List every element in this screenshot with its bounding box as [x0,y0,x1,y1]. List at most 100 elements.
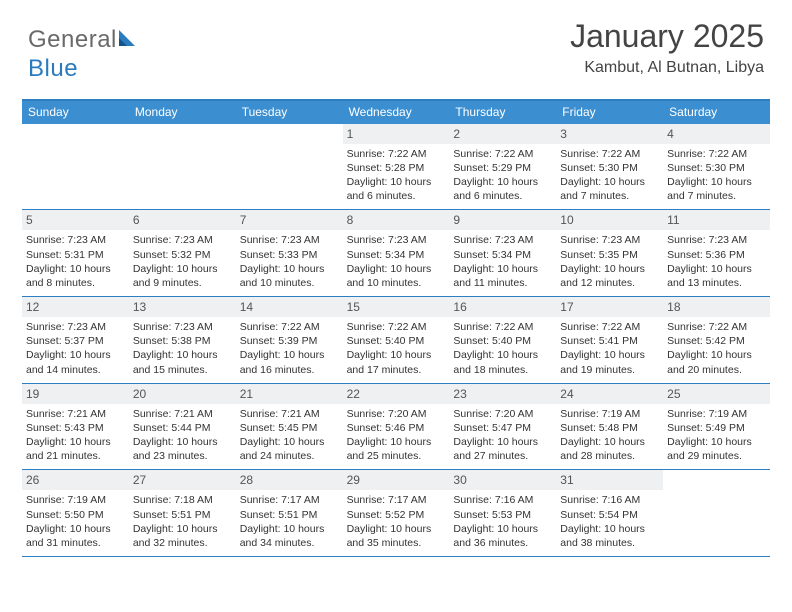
daylight-line: Daylight: 10 hours and 21 minutes. [26,435,125,463]
daylight-line: Daylight: 10 hours and 8 minutes. [26,262,125,290]
daylight-line: Daylight: 10 hours and 10 minutes. [240,262,339,290]
day-info: Sunrise: 7:22 AMSunset: 5:28 PMDaylight:… [347,147,446,204]
day-number: 19 [22,384,129,404]
daylight-line: Daylight: 10 hours and 20 minutes. [667,348,766,376]
sunrise-line: Sunrise: 7:22 AM [453,147,552,161]
sunrise-line: Sunrise: 7:17 AM [347,493,446,507]
sunrise-line: Sunrise: 7:21 AM [26,407,125,421]
day-number: 26 [22,470,129,490]
sunset-line: Sunset: 5:40 PM [347,334,446,348]
daylight-line: Daylight: 10 hours and 28 minutes. [560,435,659,463]
daylight-line: Daylight: 10 hours and 35 minutes. [347,522,446,550]
day-number: 4 [663,124,770,144]
header: GeneralBlue January 2025 Kambut, Al Butn… [0,0,792,91]
daylight-line: Daylight: 10 hours and 11 minutes. [453,262,552,290]
day-cell: 30Sunrise: 7:16 AMSunset: 5:53 PMDayligh… [449,470,556,556]
week-row: 1 Sunrise: 7:22 AMSunset: 5:28 PMDaylight… [22,124,770,211]
location: Kambut, Al Butnan, Libya [570,59,764,77]
daylight-line: Daylight: 10 hours and 38 minutes. [560,522,659,550]
day-cell: 4Sunrise: 7:22 AMSunset: 5:30 PMDaylight… [663,124,770,210]
day-info: Sunrise: 7:16 AMSunset: 5:53 PMDaylight:… [453,493,552,550]
day-cell: 27Sunrise: 7:18 AMSunset: 5:51 PMDayligh… [129,470,236,556]
daylight-line: Daylight: 10 hours and 14 minutes. [26,348,125,376]
day-number: 21 [236,384,343,404]
sunrise-line: Sunrise: 7:23 AM [133,320,232,334]
sunset-line: Sunset: 5:34 PM [347,248,446,262]
sunset-line: Sunset: 5:40 PM [453,334,552,348]
sunrise-line: Sunrise: 7:22 AM [347,320,446,334]
sunset-line: Sunset: 5:32 PM [133,248,232,262]
day-cell [236,124,343,210]
day-info: Sunrise: 7:22 AMSunset: 5:30 PMDaylight:… [560,147,659,204]
sunrise-line: Sunrise: 7:23 AM [133,233,232,247]
brand-word-1: General [28,26,117,53]
day-info: Sunrise: 7:22 AMSunset: 5:40 PMDaylight:… [453,320,552,377]
sunset-line: Sunset: 5:29 PM [453,161,552,175]
sunset-line: Sunset: 5:38 PM [133,334,232,348]
day-number: 22 [343,384,450,404]
sunset-line: Sunset: 5:48 PM [560,421,659,435]
day-info: Sunrise: 7:19 AMSunset: 5:49 PMDaylight:… [667,407,766,464]
sunrise-line: Sunrise: 7:22 AM [453,320,552,334]
daylight-line: Daylight: 10 hours and 12 minutes. [560,262,659,290]
brand-text: GeneralBlue [28,26,139,83]
day-info: Sunrise: 7:23 AMSunset: 5:31 PMDaylight:… [26,233,125,290]
day-info: Sunrise: 7:23 AMSunset: 5:34 PMDaylight:… [347,233,446,290]
daylight-line: Daylight: 10 hours and 34 minutes. [240,522,339,550]
sunrise-line: Sunrise: 7:22 AM [560,320,659,334]
day-info: Sunrise: 7:22 AMSunset: 5:42 PMDaylight:… [667,320,766,377]
sunrise-line: Sunrise: 7:16 AM [453,493,552,507]
sunrise-line: Sunrise: 7:23 AM [667,233,766,247]
sunrise-line: Sunrise: 7:19 AM [560,407,659,421]
sunrise-line: Sunrise: 7:21 AM [240,407,339,421]
day-number: 6 [129,210,236,230]
daylight-line: Daylight: 10 hours and 23 minutes. [133,435,232,463]
day-number: 24 [556,384,663,404]
day-info: Sunrise: 7:23 AMSunset: 5:36 PMDaylight:… [667,233,766,290]
day-cell: 12Sunrise: 7:23 AMSunset: 5:37 PMDayligh… [22,297,129,383]
day-cell: 15Sunrise: 7:22 AMSunset: 5:40 PMDayligh… [343,297,450,383]
day-cell [663,470,770,556]
day-info: Sunrise: 7:16 AMSunset: 5:54 PMDaylight:… [560,493,659,550]
weekday-header-row: Sunday Monday Tuesday Wednesday Thursday… [22,101,770,124]
daylight-line: Daylight: 10 hours and 27 minutes. [453,435,552,463]
month-title: January 2025 [570,18,764,55]
day-cell: 24 Sunrise: 7:19 AMSunset: 5:48 PMDayligh… [556,384,663,470]
day-cell: 3Sunrise: 7:22 AMSunset: 5:30 PMDaylight… [556,124,663,210]
daylight-line: Daylight: 10 hours and 6 minutes. [453,175,552,203]
sunset-line: Sunset: 5:30 PM [560,161,659,175]
day-number: 17 [556,297,663,317]
daylight-line: Daylight: 10 hours and 15 minutes. [133,348,232,376]
day-info: Sunrise: 7:23 AMSunset: 5:35 PMDaylight:… [560,233,659,290]
sail-icon [117,27,139,55]
daylight-line: Daylight: 10 hours and 24 minutes. [240,435,339,463]
sunset-line: Sunset: 5:47 PM [453,421,552,435]
day-number: 27 [129,470,236,490]
day-cell: 2Sunrise: 7:22 AMSunset: 5:29 PMDaylight… [449,124,556,210]
day-number: 5 [22,210,129,230]
sunrise-line: Sunrise: 7:22 AM [560,147,659,161]
sunrise-line: Sunrise: 7:19 AM [26,493,125,507]
day-info: Sunrise: 7:21 AMSunset: 5:45 PMDaylight:… [240,407,339,464]
sunrise-line: Sunrise: 7:20 AM [347,407,446,421]
sunset-line: Sunset: 5:50 PM [26,508,125,522]
daylight-line: Daylight: 10 hours and 9 minutes. [133,262,232,290]
sunset-line: Sunset: 5:41 PM [560,334,659,348]
sunrise-line: Sunrise: 7:19 AM [667,407,766,421]
sunrise-line: Sunrise: 7:22 AM [240,320,339,334]
weekday-header: Monday [129,101,236,124]
day-number: 11 [663,210,770,230]
sunrise-line: Sunrise: 7:22 AM [667,320,766,334]
sunrise-line: Sunrise: 7:23 AM [347,233,446,247]
day-cell: 26 Sunrise: 7:19 AMSunset: 5:50 PMDayligh… [22,470,129,556]
day-number: 1 [343,124,450,144]
sunset-line: Sunset: 5:51 PM [133,508,232,522]
day-number: 16 [449,297,556,317]
daylight-line: Daylight: 10 hours and 36 minutes. [453,522,552,550]
day-number: 14 [236,297,343,317]
day-info: Sunrise: 7:22 AMSunset: 5:39 PMDaylight:… [240,320,339,377]
day-cell: 23Sunrise: 7:20 AMSunset: 5:47 PMDayligh… [449,384,556,470]
sunrise-line: Sunrise: 7:23 AM [453,233,552,247]
day-cell: 6 Sunrise: 7:23 AMSunset: 5:32 PMDaylight… [129,210,236,296]
day-info: Sunrise: 7:19 AMSunset: 5:50 PMDaylight:… [26,493,125,550]
